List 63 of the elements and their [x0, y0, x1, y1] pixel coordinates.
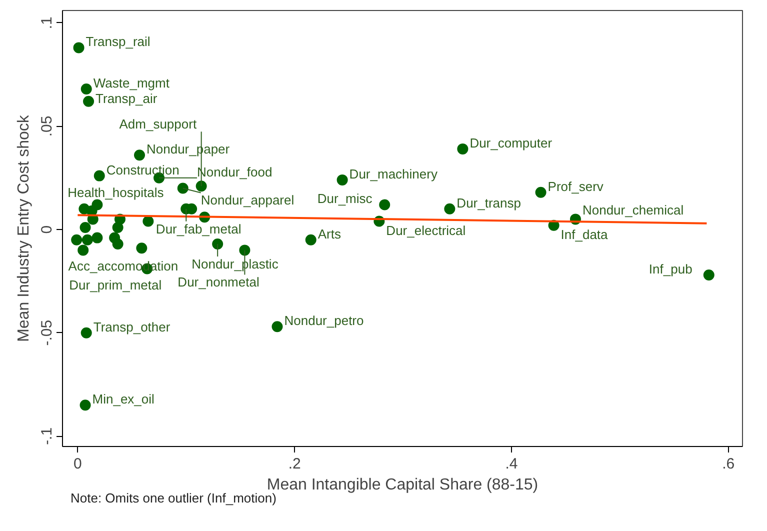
point [136, 242, 148, 254]
point [78, 244, 89, 256]
annotation: Dur_nonmetal [178, 274, 260, 290]
point [196, 180, 207, 192]
point [142, 216, 154, 227]
point [703, 270, 714, 280]
point [73, 42, 84, 54]
point [457, 143, 468, 154]
x-tick-label: 0 [74, 456, 82, 472]
annotation: Nondur_petro [284, 313, 364, 328]
x-tick-label: .6 [722, 456, 735, 472]
annotation: Dur_fab_metal [156, 221, 242, 236]
point [80, 84, 92, 95]
annotation: Arts [318, 226, 342, 242]
y-tick-label: .1 [38, 16, 56, 30]
point [239, 244, 250, 256]
y-tick-label: -.1 [38, 427, 56, 445]
annotation: Health_hospitals [68, 185, 164, 200]
annotation: Inf_data [560, 226, 609, 242]
point [444, 203, 456, 214]
y-axis-title: Mean Industry Entry Cost shock [16, 114, 32, 342]
x-axis-title: Mean Intangible Capital Share (88-15) [266, 476, 538, 494]
point [83, 96, 94, 107]
annotation: Transp_rail [86, 34, 150, 50]
annotation: Inf_pub [648, 261, 692, 276]
point [80, 222, 91, 233]
point [82, 234, 93, 246]
annotation: Dur_transp [456, 195, 521, 210]
point [80, 327, 92, 338]
x-tick-label: .2 [288, 456, 301, 472]
point [71, 234, 82, 246]
point [379, 199, 390, 210]
annotation: Transp_air [96, 90, 158, 106]
point [112, 238, 124, 250]
annotation: Construction [106, 162, 180, 178]
annotation: Dur_misc [317, 191, 373, 206]
point [272, 321, 283, 332]
point [212, 238, 224, 250]
y-tick-label: .05 [38, 116, 56, 137]
annotation: Adm_support [119, 116, 197, 132]
annotation: Nondur_apparel [200, 192, 294, 208]
annotation: Min_ex_oil [92, 392, 155, 407]
point [305, 234, 316, 246]
point [112, 222, 124, 233]
x-tick-label: .4 [505, 456, 518, 472]
point [134, 150, 145, 161]
annotation: Dur_computer [470, 135, 553, 150]
annotation: Prof_serv [548, 178, 604, 194]
annotation: Dur_machinery [349, 166, 438, 182]
annotation: Dur_electrical [386, 222, 466, 238]
annotation: Transp_other [93, 319, 171, 334]
point [177, 182, 188, 194]
annotation: Nondur_chemical [582, 202, 684, 218]
point [94, 170, 105, 182]
y-tick-label: 0 [38, 225, 56, 234]
point [535, 186, 546, 198]
annotation: Dur_prim_metal [69, 277, 162, 292]
text: Note: Omits one outlier (Inf_motion) [70, 490, 276, 506]
annotation: Waste_mgmt [93, 76, 170, 91]
point [80, 400, 91, 411]
point [336, 174, 348, 186]
point [92, 232, 103, 244]
y-tick-label: -.05 [38, 320, 56, 346]
